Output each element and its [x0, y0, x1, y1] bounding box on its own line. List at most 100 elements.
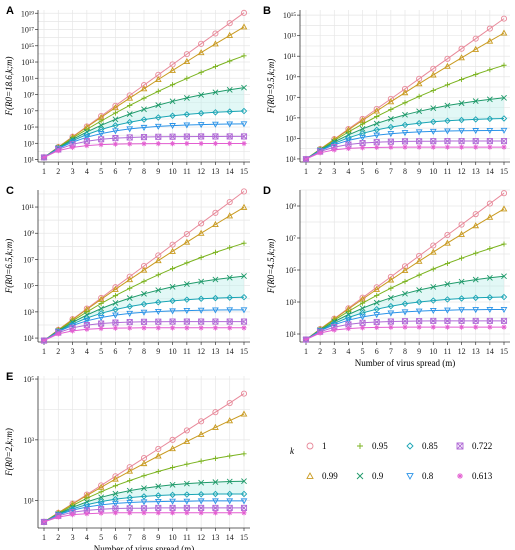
panel-letter: D — [263, 185, 271, 197]
data-point-0.9 — [458, 278, 465, 285]
data-point-0.95 — [212, 249, 219, 255]
data-point-0.99 — [154, 75, 162, 83]
y-tick-label: 10¹⁷ — [21, 26, 34, 35]
data-point-0.613 — [359, 145, 366, 151]
data-point-0.8 — [373, 132, 381, 139]
data-point-0.95 — [169, 82, 176, 88]
data-point-0.85 — [140, 493, 148, 500]
data-point-0.722 — [359, 319, 366, 326]
x-tick-label: 4 — [85, 533, 89, 542]
data-point-0.613 — [98, 142, 104, 148]
data-point-0.8 — [415, 308, 423, 315]
data-point-0.8 — [183, 308, 191, 315]
data-point-0.613 — [141, 510, 147, 516]
y-tick-label: 10⁹ — [285, 202, 296, 211]
data-point-0.85 — [240, 490, 248, 498]
data-point-0.95 — [241, 240, 247, 246]
data-point-0.99 — [183, 437, 191, 444]
data-point-0.8 — [401, 309, 409, 316]
x-tick-label: 11 — [183, 347, 191, 356]
x-tick-label: 9 — [156, 533, 160, 542]
data-point-0.95 — [501, 62, 507, 68]
x-tick-label: 7 — [128, 533, 132, 542]
legend-marker-0.95 — [357, 443, 363, 449]
data-point-0.9 — [387, 294, 394, 301]
data-point-0.613 — [416, 144, 422, 150]
data-point-1 — [126, 464, 133, 471]
data-point-0.9 — [472, 276, 479, 283]
x-axis-title: Number of virus spread (m) — [94, 544, 194, 550]
data-point-0.8 — [97, 131, 105, 138]
data-point-0.99 — [387, 276, 395, 283]
data-point-0.613 — [184, 325, 190, 331]
data-point-0.95 — [227, 453, 233, 459]
data-point-0.99 — [387, 98, 395, 105]
data-point-0.95 — [112, 293, 119, 299]
data-point-0.8 — [500, 306, 508, 314]
legend-label-0.8: 0.8 — [422, 471, 434, 481]
data-point-0.8 — [444, 307, 451, 314]
data-point-0.85 — [212, 294, 219, 302]
data-point-0.8 — [486, 127, 494, 134]
x-tick-label: 7 — [128, 167, 132, 176]
data-point-0.95 — [169, 266, 176, 272]
x-tick-label: 7 — [128, 347, 132, 356]
x-tick-label: 13 — [211, 347, 219, 356]
data-point-0.8 — [154, 123, 162, 130]
data-point-1 — [240, 390, 248, 397]
data-point-0.95 — [487, 67, 493, 73]
data-point-0.8 — [126, 499, 134, 506]
data-point-0.8 — [183, 122, 191, 129]
x-tick-label: 3 — [71, 533, 75, 542]
x-tick-label: 2 — [56, 533, 60, 542]
data-point-1 — [212, 30, 219, 37]
x-tick-label: 14 — [226, 167, 234, 176]
data-point-0.722 — [98, 136, 105, 143]
series-line-0.85 — [305, 118, 505, 160]
data-point-0.99 — [415, 257, 423, 264]
data-point-0.99 — [169, 445, 176, 452]
data-point-0.613 — [69, 328, 76, 334]
x-tick-label: 2 — [56, 347, 60, 356]
data-point-0.95 — [169, 464, 176, 471]
data-point-0.85 — [430, 297, 437, 304]
data-point-0.722 — [444, 317, 451, 324]
data-point-0.95 — [84, 309, 90, 315]
series-line-0.99 — [305, 32, 505, 160]
data-point-0.8 — [97, 314, 105, 322]
data-point-0.85 — [97, 498, 105, 505]
data-point-0.9 — [402, 290, 408, 297]
series-line-0.8 — [43, 123, 245, 158]
data-point-0.85 — [415, 119, 423, 127]
data-point-0.613 — [141, 141, 147, 147]
data-point-0.613 — [55, 331, 61, 337]
x-tick-label: 8 — [142, 167, 146, 176]
data-point-0.99 — [401, 266, 409, 274]
data-point-0.613 — [430, 144, 436, 150]
data-point-0.95 — [241, 53, 247, 59]
y-tick-label: 10¹ — [286, 330, 297, 339]
data-point-0.85 — [486, 115, 494, 123]
data-point-0.85 — [500, 293, 508, 301]
y-tick-label: 10¹³ — [283, 32, 296, 41]
legend-marker-0.613 — [457, 473, 463, 479]
data-point-0.8 — [226, 498, 234, 505]
y-tick-label: 10⁷ — [285, 234, 296, 243]
x-tick-label: 4 — [346, 347, 350, 356]
data-point-0.722 — [240, 133, 248, 140]
data-point-0.95 — [359, 121, 366, 127]
data-point-0.85 — [183, 491, 191, 498]
y-tick-label: 10³ — [286, 298, 297, 307]
data-point-0.99 — [112, 104, 119, 111]
data-point-0.8 — [112, 312, 119, 319]
x-tick-label: 9 — [417, 167, 421, 176]
data-point-0.9 — [141, 290, 147, 297]
y-tick-label: 10¹⁵ — [21, 42, 34, 51]
y-axis-title: F(R0=18.6,k;m) — [4, 56, 14, 116]
data-point-0.8 — [240, 307, 248, 314]
data-point-0.722 — [444, 137, 451, 145]
y-tick-label: 10¹¹ — [283, 52, 296, 61]
data-point-0.9 — [183, 480, 190, 487]
x-tick-label: 11 — [183, 533, 191, 542]
data-point-1 — [183, 51, 190, 58]
